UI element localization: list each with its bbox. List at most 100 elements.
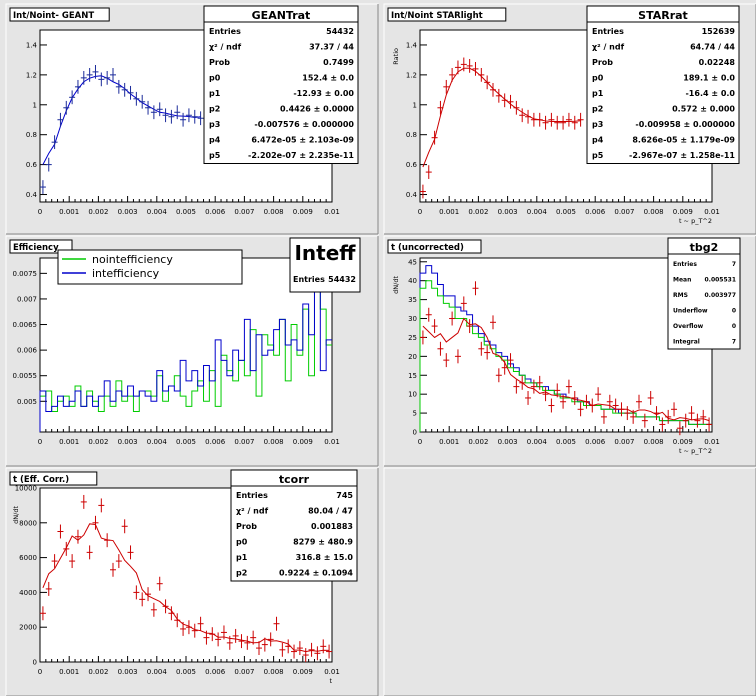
stats-value: 0 [732,308,736,315]
x-tick-label: 0.004 [147,208,168,216]
x-axis-label: t [329,677,332,685]
y-tick-label: 0 [33,659,37,667]
x-tick-label: 0.007 [234,668,254,676]
stats-value: 8.626e-05 ± 1.179e-09 [632,136,735,145]
chart-efficiency: 0 0.001 0.002 0.003 0.004 0.005 0.006 0.007 0.00… [9,237,361,446]
x-tick-label: 0.003 [498,438,518,446]
x-axis-label: t ~ p_T^2 [679,447,712,455]
y-tick-label: 30 [408,315,417,323]
stats-label: p0 [236,538,248,547]
legend-label: intefficiency [92,267,160,280]
y-tick-label: 0.0055 [13,372,38,380]
stats-value: 0.572 ± 0.000 [672,105,735,114]
y-axis-label: dN/dt [392,276,400,294]
stats-label: Entries [209,27,241,36]
title-box [9,7,110,22]
title-box [9,239,73,254]
title-box [387,239,482,254]
x-tick-label: 0.009 [293,668,313,676]
y-tick-label: 0.007 [17,295,37,303]
y-tick-label: 40 [408,277,417,285]
chart-tcorr: 0 0.001 0.002 0.003 0.004 0.005 0.006 0.007 0.00… [9,469,358,685]
x-tick-label: 0.01 [324,208,340,216]
x-tick-label: 0.002 [88,438,108,446]
y-tick-label: 0.6 [406,161,418,169]
y-tick-label: 35 [408,296,417,304]
stats-value: 54432 [328,275,356,284]
legend-label: nointefficiency [92,253,173,266]
stats-value: -0.009958 ± 0.000000 [635,120,735,129]
y-tick-label: 6000 [19,554,37,562]
fit-curve [42,523,330,653]
stats-label: χ² / ndf [209,43,242,52]
x-tick-label: 0 [38,668,42,676]
chart-tuncorr: 0 0.001 0.002 0.003 0.004 0.005 0.006 0.007 0.00… [387,237,741,455]
stats-value: 152639 [702,27,736,36]
x-tick-label: 0.006 [205,668,226,676]
stats-label: χ² / ndf [592,43,625,52]
stats-label: p3 [209,120,220,129]
x-tick-label: 0.005 [176,668,196,676]
stats-value: 80.04 / 47 [308,507,353,516]
x-tick-label: 0.007 [614,208,634,216]
y-tick-label: 45 [408,258,417,266]
x-tick-label: 0.001 [439,208,459,216]
y-tick-label: 5 [413,410,417,418]
stats-value: -2.202e-07 ± 2.235e-11 [248,151,354,160]
y-tick-label: 0.006 [17,347,38,355]
y-tick-label: 0 [413,429,417,437]
stats-value: 64.74 / 44 [690,43,735,52]
stats-title: tbg2 [690,241,719,254]
y-tick-label: 0.0075 [13,270,38,278]
stats-value: -0.007576 ± 0.000000 [254,120,354,129]
x-tick-label: 0.002 [88,668,108,676]
stats-label: Underflow [673,308,708,315]
stats-label: Entries [673,261,697,268]
stats-label: Entries [293,275,325,284]
x-tick-label: 0.004 [527,438,548,446]
stats-label: p0 [592,74,604,83]
stats-value: 8279 ± 480.9 [293,538,353,547]
stats-box [203,5,359,164]
stats-title: Inteff [294,241,356,265]
y-tick-label: 10000 [15,485,37,493]
y-axis-label: dN/dt [12,506,20,524]
stats-value: 0.4426 ± 0.0000 [280,105,354,114]
chart-title: Efficiency [13,243,59,253]
x-tick-label: 0.01 [704,208,720,216]
x-tick-label: 0.005 [556,438,576,446]
y-tick-label: 0.8 [26,131,37,139]
x-tick-label: 0.001 [59,438,79,446]
stats-label: p2 [209,105,220,114]
stats-value: 0.001883 [311,522,353,531]
stats-box [667,237,741,350]
x-tick-label: 0.003 [118,668,138,676]
stats-title: STARrat [638,9,688,22]
stats-label: Mean [673,277,691,284]
stats-value: 6.472e-05 ± 2.103e-09 [251,136,354,145]
y-tick-label: 20 [408,353,417,361]
x-tick-label: 0.003 [118,438,138,446]
y-tick-label: 8000 [19,519,37,527]
stats-label: Entries [592,27,624,36]
y-tick-label: 2000 [19,624,37,632]
y-tick-label: 1.2 [26,71,37,79]
y-tick-label: 0.8 [406,131,417,139]
stats-title: tcorr [279,473,310,486]
x-tick-label: 0 [38,438,42,446]
stats-label: p1 [209,89,221,98]
x-tick-label: 0.008 [264,438,284,446]
y-tick-label: 0.6 [26,161,38,169]
stats-value: -2.967e-07 ± 1.258e-11 [629,151,735,160]
stats-label: Entries [236,491,268,500]
title-box [387,7,507,22]
stats-title: GEANTrat [252,9,311,22]
legend [57,249,243,285]
x-tick-label: 0.007 [234,208,254,216]
x-tick-label: 0.008 [644,438,664,446]
x-tick-label: 0.005 [556,208,576,216]
y-tick-label: 1 [33,101,37,109]
stats-box [289,237,361,293]
stats-value: -12.93 ± 0.00 [293,89,354,98]
x-tick-label: 0.007 [614,438,634,446]
